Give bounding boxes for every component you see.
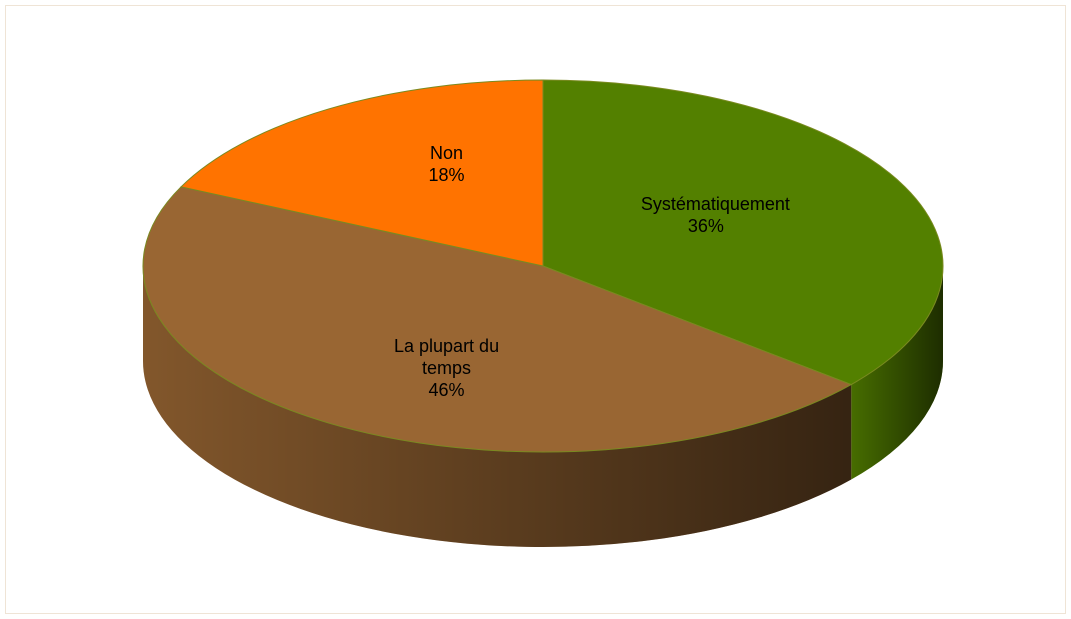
value-label: 36%: [687, 215, 724, 236]
slice-side-shade: [143, 266, 852, 548]
slice: [542, 79, 944, 386]
slice-side-shade: [851, 266, 943, 480]
slice: [142, 186, 853, 453]
data-label-box: La plupart du temps 46%: [382, 328, 512, 408]
category-label: Systématiquement: [640, 193, 790, 214]
category-label: La plupart du temps: [394, 336, 500, 379]
slice: [180, 79, 544, 267]
value-label: 46%: [428, 380, 465, 401]
data-label-box: Systématiquement 36%: [640, 175, 790, 255]
category-label: Non: [430, 142, 464, 163]
value-label: 18%: [428, 164, 465, 185]
data-label-box: Non 18%: [382, 124, 512, 204]
